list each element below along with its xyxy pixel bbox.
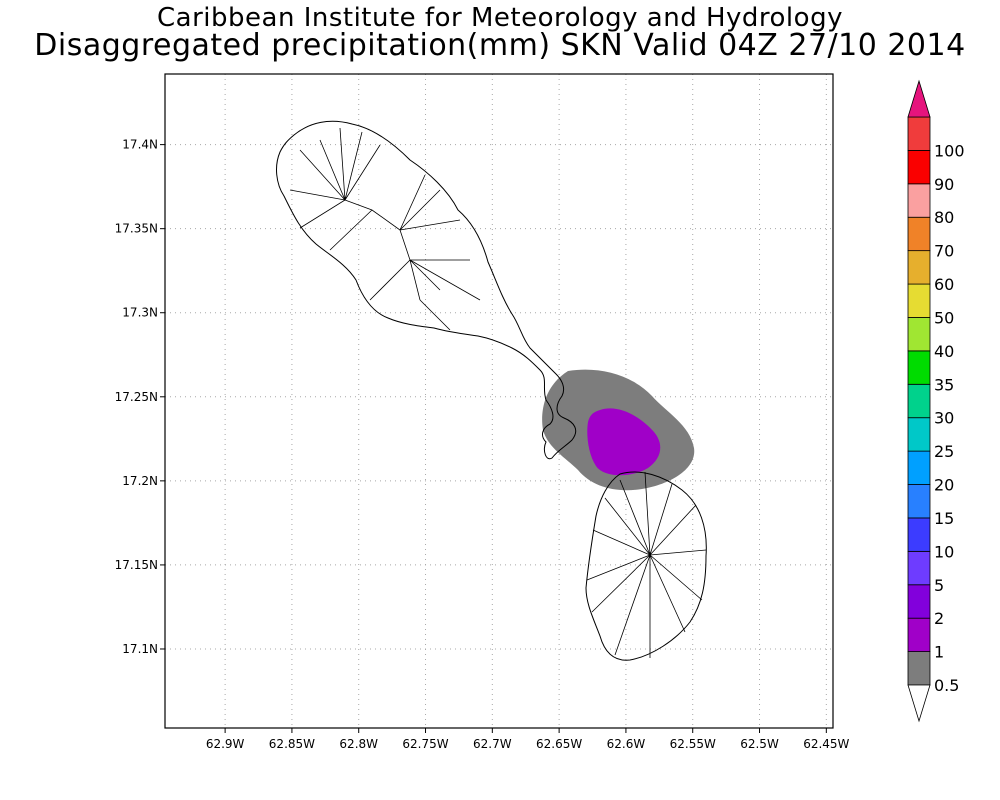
colorbar-label: 10 [934,542,954,561]
x-tick-label: 62.9W [206,737,245,751]
colorbar-label: 5 [934,576,944,595]
colorbar-swatch [907,250,931,285]
y-tick-label: 17.2N [122,474,158,488]
st-kitts-island [276,120,577,460]
x-tick-label: 62.65W [536,737,582,751]
nevis-island [585,471,707,661]
x-tick-label: 62.45W [803,737,849,751]
y-tick-label: 17.15N [115,558,158,572]
y-tick-label: 17.4N [122,138,158,152]
x-tick-label: 62.7W [473,737,512,751]
map-grid [165,74,833,728]
colorbar-label: 70 [934,242,954,261]
colorbar-label: 40 [934,342,954,361]
colorbar-swatch [907,417,931,452]
colorbar-label: 15 [934,509,954,528]
x-tick-label: 62.75W [402,737,448,751]
colorbar-label: 50 [934,308,954,327]
precip-area-1-2 [587,408,661,476]
x-tick-label: 62.85W [269,737,315,751]
colorbar-under-arrow [907,684,931,723]
colorbar-swatch [907,283,931,318]
colorbar-swatch [907,517,931,552]
colorbar-swatch [907,216,931,252]
x-axis-labels: 62.9W 62.85W 62.8W 62.75W 62.7W 62.65W 62.6W 62… [206,728,850,751]
map-frame [164,73,834,729]
colorbar-label: 2 [934,609,944,628]
colorbar-swatch [907,484,931,519]
colorbar-label: 100 [934,141,965,160]
x-tick-label: 62.6W [607,737,646,751]
colorbar-over-arrow [907,79,931,118]
colorbar-label: 80 [934,208,954,227]
chart-title: Caribbean Institute for Meteorology and … [157,3,843,33]
colorbar-label: 35 [934,375,954,394]
colorbar-label: 30 [934,409,954,428]
colorbar-label: 20 [934,476,954,495]
colorbar-swatch [907,651,931,686]
y-axis-labels: 17.4N 17.35N 17.3N 17.25N 17.2N 17.15N 17.1N [115,138,165,656]
x-tick-label: 62.55W [670,737,716,751]
colorbar-swatch [907,550,931,586]
colorbar-label: 60 [934,275,954,294]
colorbar-swatch [907,150,931,185]
colorbar-label: 1 [934,643,944,662]
y-tick-label: 17.3N [122,306,158,320]
colorbar-label: 25 [934,442,954,461]
colorbar-swatch [907,584,931,619]
y-tick-label: 17.1N [122,642,158,656]
colorbar-label: 90 [934,175,954,194]
x-tick-label: 62.8W [339,737,378,751]
colorbar-label: 0.5 [934,676,959,695]
colorbar-swatch [907,383,931,419]
colorbar-swatch [907,350,931,385]
colorbar-swatch [907,617,931,652]
y-tick-label: 17.25N [115,390,158,404]
y-tick-label: 17.35N [115,222,158,236]
x-tick-label: 62.5W [740,737,779,751]
colorbar-swatch [907,183,931,218]
colorbar-swatch [907,317,931,352]
colorbar-swatch [907,450,931,485]
chart-subtitle: Disaggregated precipitation(mm) SKN Vali… [34,28,966,63]
colorbar-swatch [907,116,931,151]
